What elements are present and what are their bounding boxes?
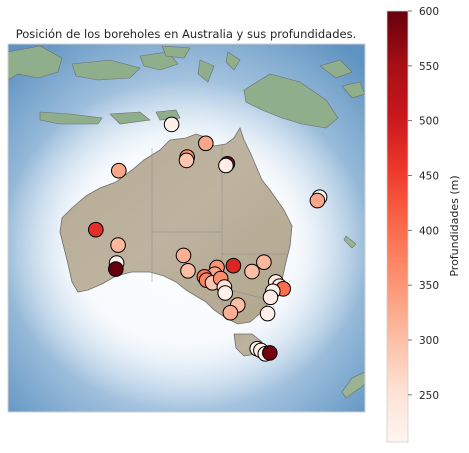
borehole-marker [111, 162, 127, 179]
colorbar-tick-label: 400 [419, 225, 439, 237]
borehole-marker [180, 263, 196, 279]
borehole-marker [88, 221, 104, 238]
colorbar-ticks: 600 550 500 450 400 350 300 250 [408, 6, 439, 402]
colorbar-tick-label: 300 [419, 335, 439, 347]
colorbar: 600 550 500 450 400 350 300 250 Profundidades (… [386, 6, 461, 443]
borehole-marker [175, 247, 192, 264]
borehole-marker [108, 261, 124, 277]
borehole-marker [262, 345, 278, 361]
borehole-marker [217, 285, 233, 301]
map-title: Posición de los boreholes en Australia y… [16, 27, 357, 41]
borehole-marker [225, 257, 242, 274]
new-zealand [341, 371, 365, 399]
colorbar-gradient [386, 10, 409, 443]
map-frame [7, 43, 366, 413]
borehole-markers [88, 116, 328, 362]
borehole-marker [198, 135, 214, 152]
colorbar-tick-label: 600 [419, 6, 439, 18]
borehole-marker [218, 157, 234, 174]
borehole-marker [262, 289, 279, 306]
borehole-marker [178, 152, 195, 169]
colorbar-tick-label: 450 [419, 171, 439, 183]
colorbar-tick-label: 350 [419, 280, 439, 292]
new-caledonia [343, 235, 357, 249]
borehole-marker [163, 116, 180, 133]
map-panel [8, 44, 365, 412]
colorbar-tick-label: 250 [419, 390, 439, 402]
borehole-marker [110, 237, 126, 253]
borehole-marker [222, 304, 239, 321]
borehole-marker [309, 192, 326, 209]
borehole-marker [256, 254, 272, 271]
colorbar-tick-label: 550 [419, 61, 439, 73]
northern-islands [8, 45, 365, 129]
colorbar-tick-label: 500 [419, 116, 439, 128]
colorbar-label: Profundidades (m) [448, 175, 461, 276]
borehole-marker [244, 263, 260, 280]
borehole-marker [259, 305, 276, 322]
